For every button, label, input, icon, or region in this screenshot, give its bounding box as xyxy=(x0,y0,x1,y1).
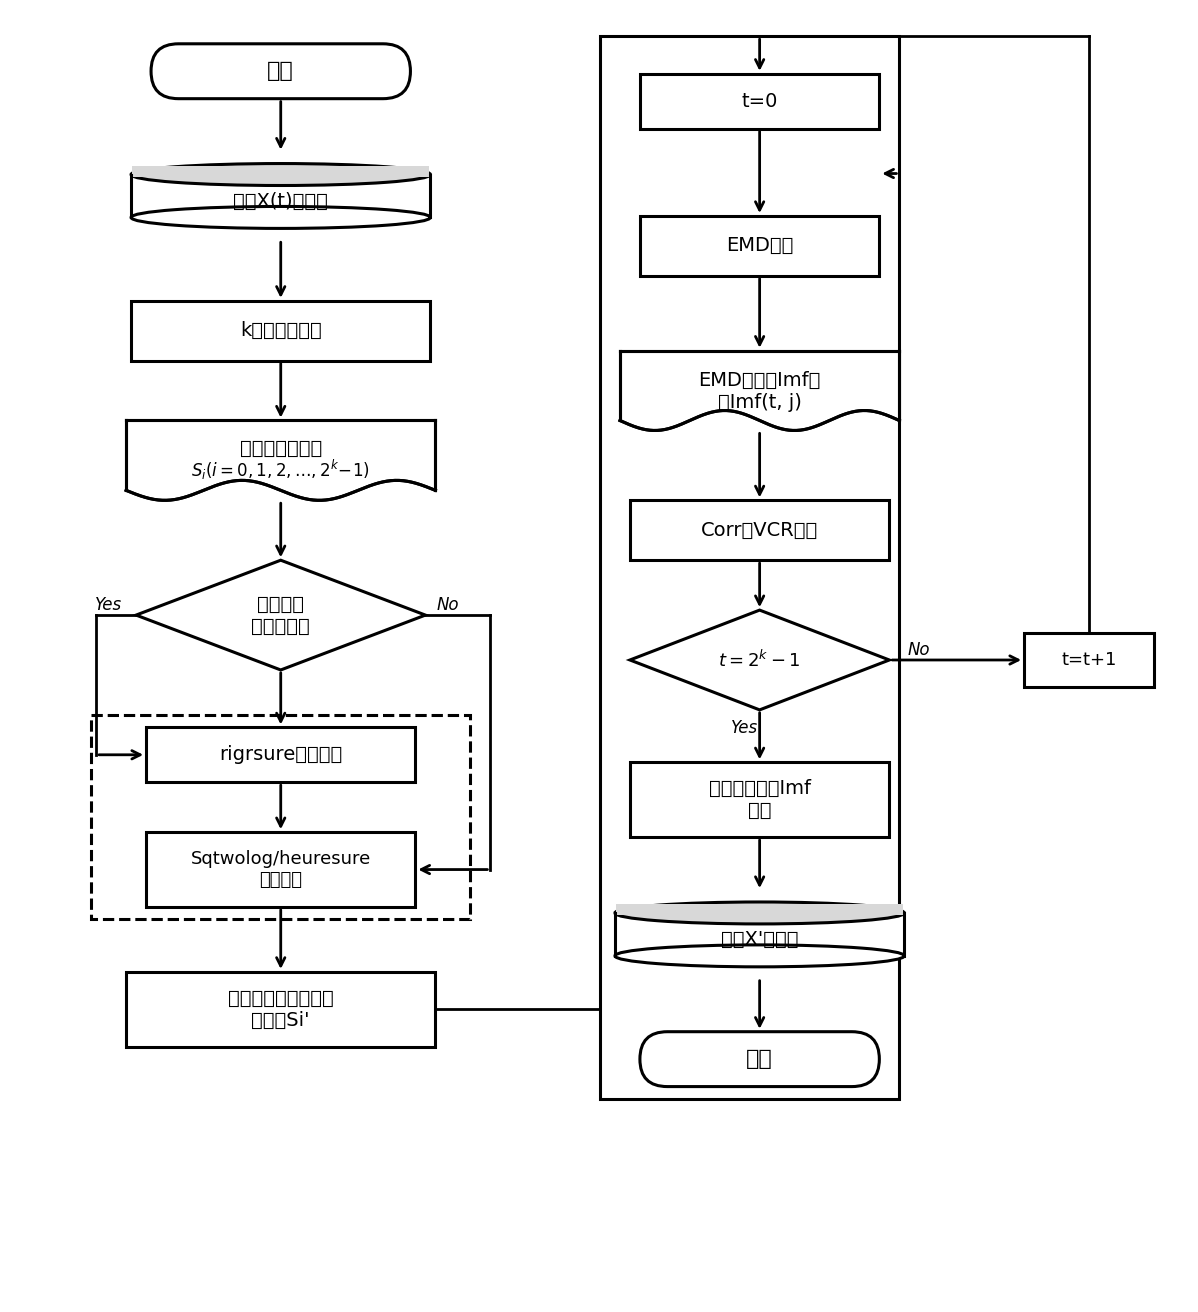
Text: 开始: 开始 xyxy=(267,62,295,81)
Bar xyxy=(132,165,429,177)
Text: No: No xyxy=(436,596,459,614)
Text: t=0: t=0 xyxy=(742,92,778,110)
Text: k层小波包分解: k层小波包分解 xyxy=(240,321,321,340)
Text: Yes: Yes xyxy=(731,719,758,737)
Text: 信号X'的重构: 信号X'的重构 xyxy=(721,930,798,950)
FancyBboxPatch shape xyxy=(640,1031,879,1086)
Text: 量Imf(t, j): 量Imf(t, j) xyxy=(718,394,801,412)
Text: Sqtwolog/heuresure
阈值模式: Sqtwolog/heuresure 阈值模式 xyxy=(190,850,371,890)
Polygon shape xyxy=(630,610,889,710)
Ellipse shape xyxy=(615,945,904,967)
Bar xyxy=(616,904,903,914)
Bar xyxy=(1024,632,1154,687)
Text: EMD分解的Imf分: EMD分解的Imf分 xyxy=(698,371,821,390)
Text: 信号X(t)的输入: 信号X(t)的输入 xyxy=(234,192,328,211)
Polygon shape xyxy=(126,421,435,500)
Polygon shape xyxy=(137,560,425,670)
Bar xyxy=(146,727,416,782)
Bar xyxy=(146,832,416,907)
Ellipse shape xyxy=(615,901,904,924)
Bar xyxy=(131,300,430,361)
Text: $S_i(i=0,1,2,\ldots,2^k\!-\!1)$: $S_i(i=0,1,2,\ldots,2^k\!-\!1)$ xyxy=(192,458,370,483)
Text: rigrsure阈值模式: rigrsure阈值模式 xyxy=(219,745,343,765)
Bar xyxy=(640,73,879,129)
Bar xyxy=(91,715,471,920)
Polygon shape xyxy=(619,350,900,430)
Text: 得到初步去噪的小波
包系数Si': 得到初步去噪的小波 包系数Si' xyxy=(228,989,333,1030)
Bar xyxy=(630,762,889,837)
Text: 结束: 结束 xyxy=(746,1050,773,1069)
Text: EMD分解: EMD分解 xyxy=(726,236,793,256)
Bar xyxy=(600,37,900,1099)
Ellipse shape xyxy=(131,206,430,228)
Text: Yes: Yes xyxy=(95,596,122,614)
Bar xyxy=(640,216,879,276)
Text: No: No xyxy=(908,642,931,659)
Text: t=t+1: t=t+1 xyxy=(1061,651,1117,669)
Bar xyxy=(630,500,889,560)
Bar xyxy=(131,174,430,218)
Ellipse shape xyxy=(131,164,430,185)
Text: 保存满足要求Imf
序列: 保存满足要求Imf 序列 xyxy=(709,779,811,820)
Text: 主频特征
分析与判断: 主频特征 分析与判断 xyxy=(252,594,310,635)
Bar xyxy=(615,913,904,956)
Bar xyxy=(126,972,435,1047)
FancyBboxPatch shape xyxy=(151,43,411,98)
Text: Corr、VCR判断: Corr、VCR判断 xyxy=(701,521,818,539)
Text: 得到小波包系数: 得到小波包系数 xyxy=(240,440,322,458)
Text: $t=2^k-1$: $t=2^k-1$ xyxy=(719,649,800,670)
